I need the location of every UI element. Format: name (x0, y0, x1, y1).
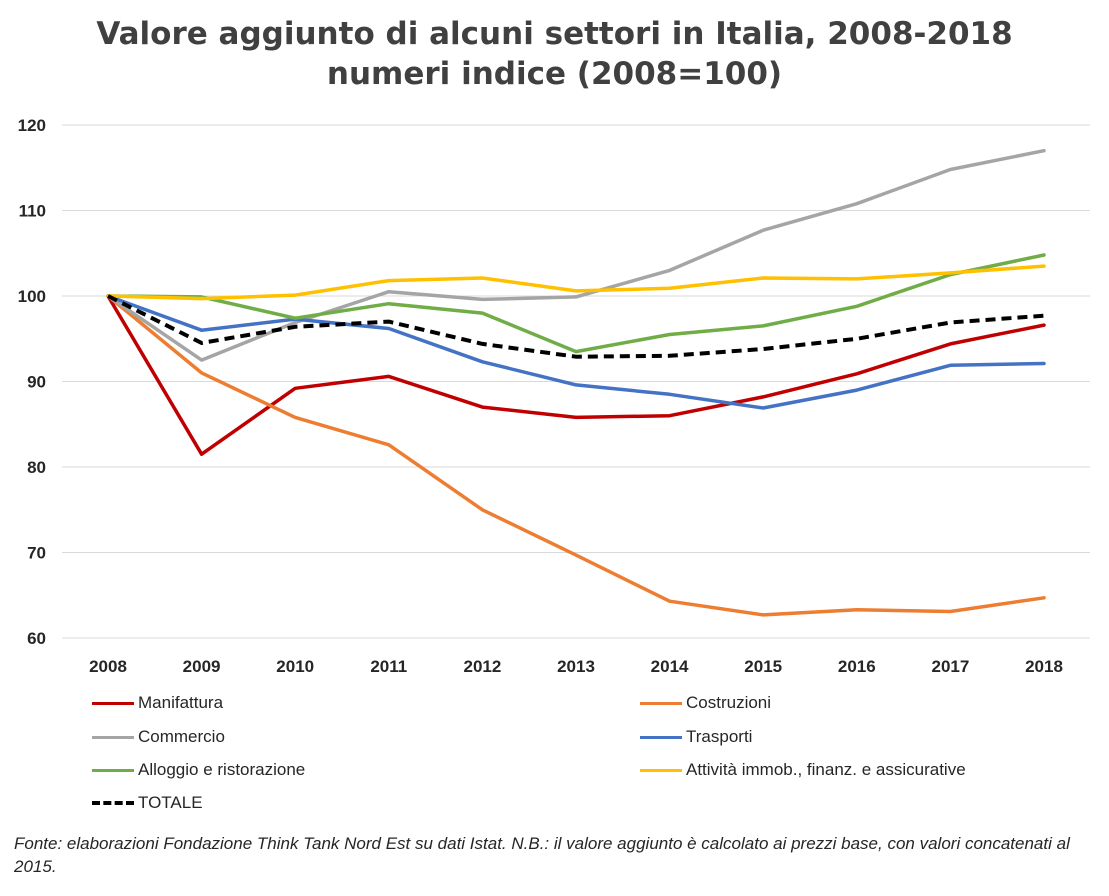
series-line-manifattura (106, 294, 1046, 456)
y-tick-label: 90 (27, 373, 46, 392)
x-tick-label: 2012 (463, 657, 501, 676)
x-tick-label: 2017 (931, 657, 969, 676)
y-tick-label: 100 (18, 287, 46, 306)
chart-subtitle: numeri indice (2008=100) (326, 56, 783, 92)
series-line-alloggio-e-ristorazione (106, 253, 1046, 354)
y-tick-label: 70 (27, 544, 46, 563)
series-line-attivit-immob-finanz-e-assicurative (106, 264, 1046, 301)
chart-title-block: Valore aggiunto di alcuni settori in Ita… (0, 14, 1109, 94)
y-tick-label: 110 (19, 202, 46, 221)
source-note: Fonte: elaborazioni Fondazione Think Tan… (14, 834, 1070, 876)
x-tick-label: 2018 (1025, 657, 1063, 676)
series-line-commercio (106, 148, 1046, 362)
x-tick-label: 2013 (557, 657, 595, 676)
x-tick-label: 2016 (838, 657, 876, 676)
y-tick-label: 60 (27, 629, 46, 648)
y-tick-label: 120 (18, 116, 46, 135)
series-line-costruzioni (106, 294, 1046, 617)
x-tick-label: 2010 (276, 657, 314, 676)
y-tick-label: 80 (27, 458, 46, 477)
chart-title: Valore aggiunto di alcuni settori in Ita… (96, 16, 1013, 52)
x-tick-label: 2011 (370, 657, 407, 676)
x-tick-label: 2008 (89, 657, 127, 676)
axes: 60 70 80 90 100 110 120 2008 2009 2010 2011 2012 201… (18, 116, 1063, 676)
x-tick-label: 2015 (744, 657, 782, 676)
series-line-trasporti (106, 294, 1046, 410)
x-tick-label: 2014 (651, 657, 689, 676)
x-tick-label: 2009 (183, 657, 221, 676)
series-line-totale (107, 294, 1045, 359)
series-lines (106, 148, 1046, 617)
